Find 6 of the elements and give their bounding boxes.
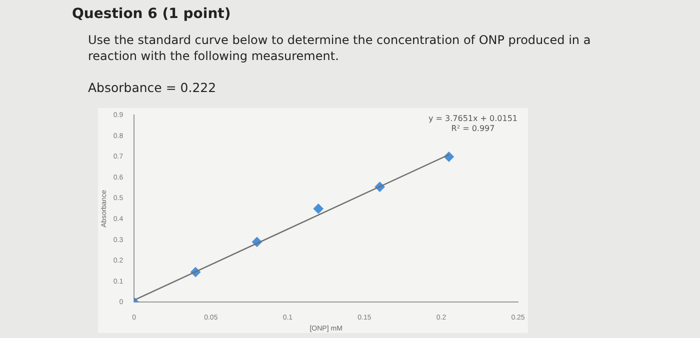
chart-title: Question 6 (1 point) — [72, 6, 231, 22]
text: Absorbance = 0.222 — [88, 80, 216, 95]
annotation: R² = 0.997 — [451, 124, 495, 134]
annotation: y = 3.7651x + 0.0151 — [428, 114, 518, 124]
point — [313, 204, 324, 214]
chart-subtitle: Use the standard curve below to determine the concentration of ONP produced in a reaction with the following measurement. — [88, 32, 592, 64]
